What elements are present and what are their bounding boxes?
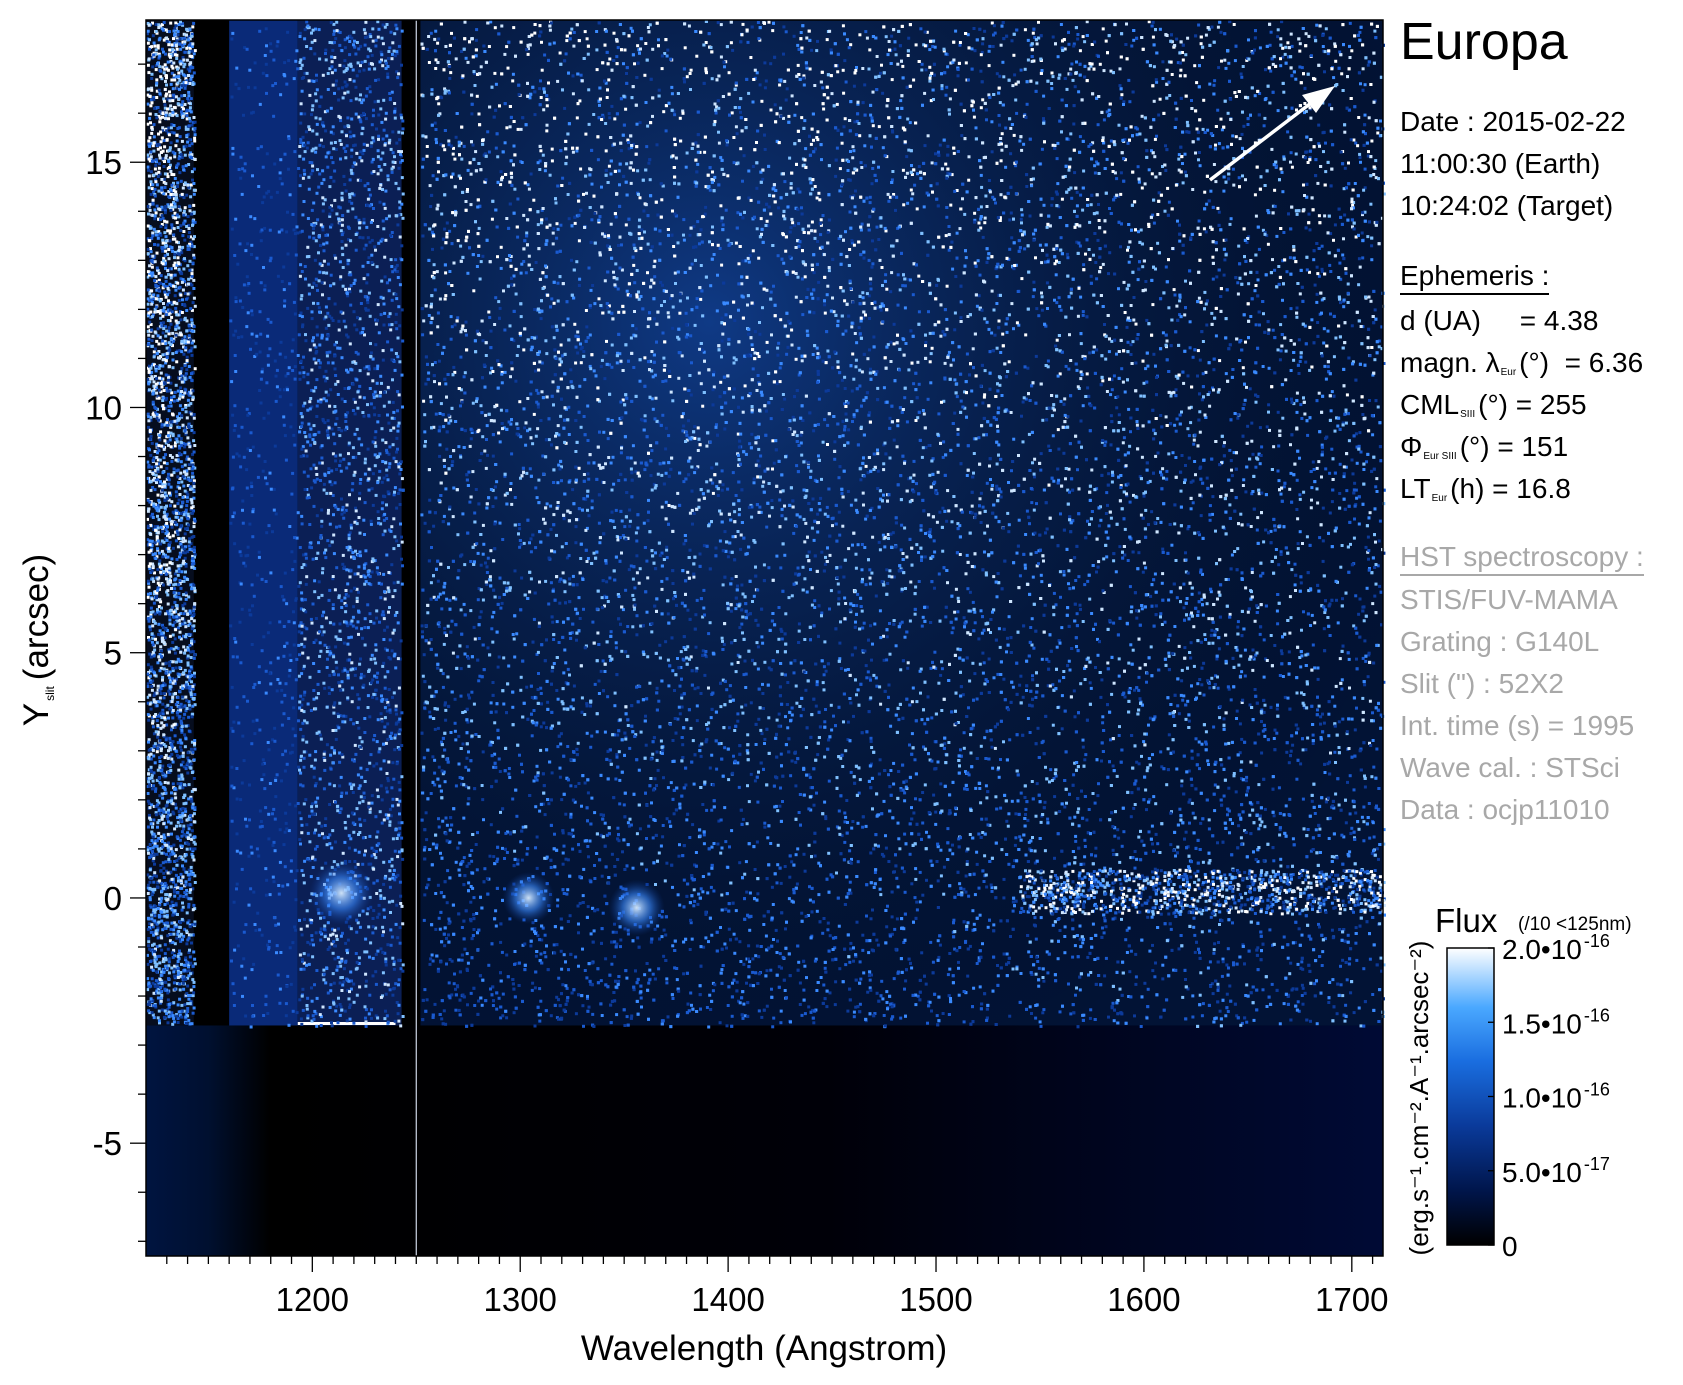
- colorbar-title: Flux: [1435, 902, 1498, 939]
- speckle-layer: [146, 20, 1386, 1029]
- heatmap-layer: [146, 20, 1383, 1256]
- y-tick-label: 0: [104, 880, 122, 917]
- wave-calibration: Wave cal. : STSci: [1400, 754, 1620, 782]
- colorbar-tick-label: 1.5•10 -16: [1502, 1005, 1610, 1039]
- ephem-distance: d (UA) = 4.38: [1400, 307, 1598, 335]
- plot-frame: [145, 19, 1384, 1257]
- target-title: Europa: [1400, 16, 1568, 68]
- integration-time: Int. time (s) = 1995: [1400, 712, 1634, 740]
- obs-time-earth: 11:00:30 (Earth): [1400, 150, 1600, 178]
- ephem-cml: CMLSIII (°) = 255: [1400, 391, 1587, 420]
- emission-blob-3: [608, 879, 665, 936]
- y-axis-label: Yslit(arcsec): [17, 554, 57, 726]
- instrument: STIS/FUV-MAMA: [1400, 586, 1618, 614]
- emission-blob-2: [502, 871, 555, 924]
- y-tick-label: 5: [104, 635, 122, 672]
- x-tick-label: 1300: [484, 1281, 557, 1318]
- band-dark-strip: [229, 20, 298, 1026]
- x-axis-label: Wavelength (Angstrom): [581, 1329, 947, 1368]
- x-axis: 1200 1300 1400 1500 1600 1700: [166, 1256, 1389, 1318]
- colorbar-tick-label: 2.0•10 -16: [1502, 931, 1610, 965]
- ephem-local-time: LTEur (h) = 16.8: [1400, 475, 1571, 504]
- band-main-glow: [420, 20, 1383, 1026]
- band-lyman-alpha: [297, 20, 402, 1026]
- band-gap: [401, 20, 421, 1026]
- colorbar-note: (/10 <125nm): [1518, 914, 1632, 935]
- x-tick-label: 1400: [691, 1281, 764, 1318]
- x-tick-label: 1700: [1315, 1281, 1388, 1318]
- hst-header: HST spectroscopy :: [1400, 543, 1644, 576]
- y-tick-label: 10: [85, 389, 122, 426]
- slit: Slit (") : 52X2: [1400, 670, 1564, 698]
- ephemeris-header: Ephemeris :: [1400, 262, 1550, 295]
- emission-blob-1: [309, 861, 374, 926]
- x-tick-label: 1200: [276, 1281, 349, 1318]
- y-tick-label: -5: [93, 1125, 122, 1162]
- ephem-magn-lat: magn. λEur (°) = 6.36: [1400, 349, 1643, 378]
- obs-date: Date : 2015-02-22: [1400, 108, 1626, 136]
- colorbar-unit-label: (erg.s⁻¹.cm⁻².A⁻¹.arcsec⁻²): [1404, 941, 1434, 1256]
- x-tick-label: 1500: [899, 1281, 972, 1318]
- grating: Grating : G140L: [1400, 628, 1599, 656]
- colorbar-ticks: 2.0•10 -16 1.5•10 -16 1.0•10 -16 5.0•10 -17 0: [1488, 931, 1610, 1262]
- y-tick-label: 15: [85, 144, 122, 181]
- colorbar-tick-label: 1.0•10 -16: [1502, 1080, 1610, 1114]
- colorbar-tick-label: 0: [1502, 1231, 1518, 1262]
- dataset-id: Data : ocjp11010: [1400, 796, 1610, 824]
- ephem-phase: ΦEur SIII (°) = 151: [1400, 433, 1568, 462]
- detector-edge-strip: [146, 1025, 1383, 1256]
- colorbar-tick-label: 5.0•10 -17: [1502, 1154, 1610, 1188]
- y-axis: 15 10 5 0 -5: [85, 63, 146, 1242]
- emission-features: [309, 861, 665, 936]
- obs-time-target: 10:24:02 (Target): [1400, 192, 1613, 220]
- direction-arrow-icon: [1208, 86, 1335, 182]
- colorbar: [1446, 947, 1495, 1246]
- x-tick-label: 1600: [1107, 1281, 1180, 1318]
